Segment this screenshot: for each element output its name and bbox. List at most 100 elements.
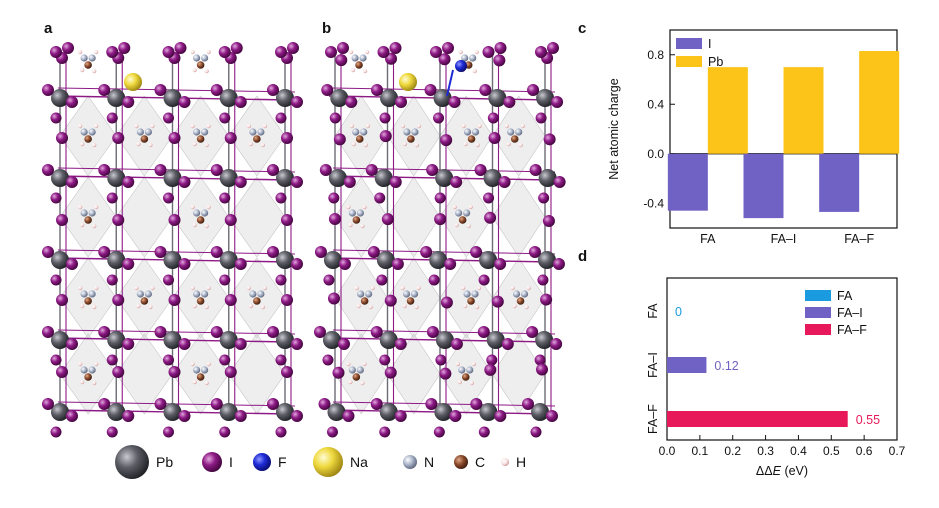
n-atom xyxy=(471,290,479,298)
n-atom xyxy=(136,290,144,298)
h-atom xyxy=(206,49,211,55)
n-atom xyxy=(201,128,209,136)
i-atom xyxy=(56,294,68,306)
i-atom xyxy=(379,130,392,143)
h-atom xyxy=(91,142,97,148)
i-atom xyxy=(470,246,483,258)
i-atom xyxy=(163,426,174,438)
i-atom xyxy=(529,164,542,176)
h-atom xyxy=(79,222,85,228)
h-atom xyxy=(206,285,211,291)
i-atom xyxy=(433,112,445,124)
h-atom xyxy=(368,304,373,310)
n-atom xyxy=(515,128,523,136)
i-atom xyxy=(224,294,237,306)
chart-d-energy-difference: 0.0 0.1 0.2 0.3 0.4 0.5 0.6 0.7 ΔΔE (eV) 0 FA 0.12 F… xyxy=(646,277,906,478)
n-atom xyxy=(520,290,529,298)
n-atom xyxy=(461,54,469,62)
h-atom xyxy=(150,285,155,291)
i-atom xyxy=(538,192,550,204)
i-atom xyxy=(219,426,231,438)
h-atom xyxy=(79,379,85,385)
i-atom xyxy=(154,326,167,338)
h-atom xyxy=(204,223,209,229)
i-atom xyxy=(493,54,506,67)
i-atom xyxy=(420,246,433,258)
i-atom xyxy=(291,410,303,422)
i-atom xyxy=(50,112,62,124)
i-atom xyxy=(319,164,332,176)
n-atom xyxy=(455,209,463,217)
h-atom xyxy=(134,285,139,291)
h-atom xyxy=(458,49,463,55)
i-atom xyxy=(442,42,454,54)
i-atom xyxy=(224,132,237,144)
legend-swatch-c xyxy=(454,455,468,469)
h-atom xyxy=(348,222,353,228)
y-tick-label: FA–F xyxy=(646,404,660,434)
i-atom xyxy=(98,246,111,258)
i-atom xyxy=(434,192,446,204)
i-atom xyxy=(528,246,541,258)
i-atom xyxy=(218,46,231,58)
i-atom xyxy=(42,84,54,96)
c-atom xyxy=(407,135,415,143)
pb-atom xyxy=(322,331,341,349)
legend-label-h: H xyxy=(516,454,526,470)
i-atom xyxy=(426,326,439,338)
i-atom xyxy=(168,214,181,226)
n-atom xyxy=(257,290,265,298)
chart-c-atomic-charge: -0.4 0.0 0.4 0.8 Net atomic charge FA FA–I FA–F… xyxy=(607,29,900,246)
bar-1 xyxy=(667,357,707,373)
i-atom xyxy=(56,366,68,378)
pb-atom xyxy=(219,89,238,107)
i-atom xyxy=(267,84,279,96)
n-atom xyxy=(144,290,152,298)
pb-atom xyxy=(276,251,294,269)
n-atom xyxy=(201,366,209,374)
panel-label-b: b xyxy=(322,20,332,37)
legend-label-n: N xyxy=(424,454,434,470)
h-atom xyxy=(204,142,209,148)
c-atom xyxy=(467,297,475,305)
i-atom xyxy=(553,176,566,188)
n-atom xyxy=(463,128,472,136)
i-atom xyxy=(234,96,247,108)
i-atom xyxy=(168,294,181,306)
h-atom xyxy=(348,379,353,385)
i-atom xyxy=(488,132,501,145)
i-atom xyxy=(546,410,559,422)
bar-2 xyxy=(667,411,848,427)
i-atom xyxy=(56,132,68,144)
h-atom xyxy=(262,123,268,129)
h-atom xyxy=(79,141,85,147)
i-atom xyxy=(66,96,78,108)
i-atom xyxy=(178,176,191,188)
i-atom xyxy=(56,214,68,226)
h-atom xyxy=(91,380,97,386)
i-atom xyxy=(337,338,350,350)
i-atom xyxy=(389,42,402,54)
h-atom xyxy=(526,285,531,291)
i-atom xyxy=(384,294,397,307)
h-atom xyxy=(346,204,351,210)
octahedron-shape xyxy=(387,95,441,177)
i-atom xyxy=(219,354,231,366)
i-atom xyxy=(501,338,514,350)
i-atom xyxy=(486,354,498,366)
i-atom xyxy=(484,363,497,376)
pb-atom xyxy=(51,169,69,187)
pb-atom xyxy=(163,169,182,187)
pb-atom xyxy=(535,331,554,349)
pb-atom xyxy=(538,169,557,187)
pb-atom xyxy=(531,403,550,421)
i-atom xyxy=(491,295,504,308)
h-atom xyxy=(362,204,367,210)
h-atom xyxy=(469,380,474,386)
h-atom xyxy=(462,303,468,309)
pb-atom xyxy=(434,403,453,421)
i-atom xyxy=(163,354,174,366)
pb-atom xyxy=(276,331,294,349)
h-atom xyxy=(248,303,254,309)
legend-label-na: Na xyxy=(350,454,368,470)
